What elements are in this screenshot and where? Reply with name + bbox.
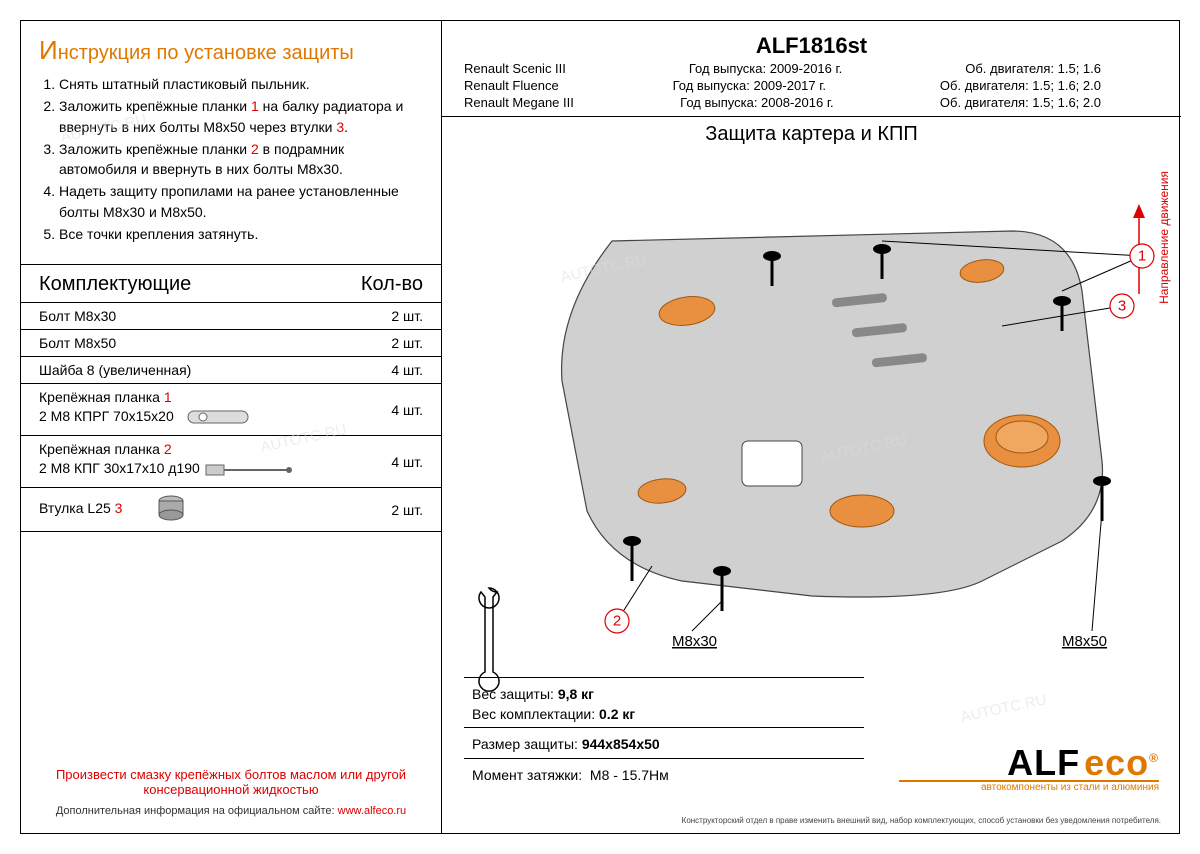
logo: ALFeco® автокомпоненты из стали и алюмин… xyxy=(899,742,1159,793)
component-row: Шайба 8 (увеличенная)4 шт. xyxy=(21,357,441,384)
component-row: Болт M8x502 шт. xyxy=(21,330,441,357)
qty-title: Кол-во xyxy=(361,273,423,296)
lubricate-note: Произвести смазку крепёжных болтов масло… xyxy=(21,767,441,797)
specs-block: Вес защиты: 9,8 кг Вес комплектации: 0.2… xyxy=(472,674,864,785)
model-row: Renault Megane IIIГод выпуска: 2008-2016… xyxy=(442,93,1181,110)
disclaimer: Конструкторский отдел в праве изменить в… xyxy=(682,816,1161,825)
components-header: Комплектующие Кол-во xyxy=(21,265,441,303)
instruction-step: Заложить крепёжные планки 2 в подрамник … xyxy=(59,139,423,180)
svg-text:3: 3 xyxy=(1118,298,1126,315)
instruction-step: Все точки крепления затянуть. xyxy=(59,224,423,244)
model-row: Renault Scenic IIIГод выпуска: 2009-2016… xyxy=(442,59,1181,76)
component-row: Крепёжная планка 12 M8 КПРГ 70x15x20 4 ш… xyxy=(21,384,441,436)
skid-plate-diagram: 1 3 2 M8x30 M8x50 xyxy=(462,181,1162,661)
svg-text:1: 1 xyxy=(1138,248,1146,265)
site-link[interactable]: www.alfeco.ru xyxy=(338,805,406,817)
components-table: Болт M8x302 шт.Болт M8x502 шт.Шайба 8 (у… xyxy=(21,303,441,532)
models-block: Renault Scenic IIIГод выпуска: 2009-2016… xyxy=(442,59,1181,116)
instruction-step: Заложить крепёжные планки 1 на балку рад… xyxy=(59,96,423,137)
component-row: Болт M8x302 шт. xyxy=(21,303,441,330)
left-panel: Инструкция по установке защиты Снять шта… xyxy=(21,21,441,833)
diagram-title: Защита картера и КПП xyxy=(442,117,1181,146)
instruction-step: Снять штатный пластиковый пыльник. xyxy=(59,74,423,94)
model-row: Renault FluenceГод выпуска: 2009-2017 г.… xyxy=(442,76,1181,93)
svg-text:2: 2 xyxy=(613,613,621,630)
component-drawing xyxy=(126,493,216,526)
plate-body xyxy=(562,231,1103,597)
sheet-border: Инструкция по установке защиты Снять шта… xyxy=(20,20,1180,834)
bolt-label-left: M8x30 xyxy=(672,633,717,650)
comp-title: Комплектующие xyxy=(39,273,191,296)
more-info: Дополнительная информация на официальном… xyxy=(21,805,441,817)
component-drawing xyxy=(178,405,268,430)
component-drawing xyxy=(204,457,294,482)
instructions-title: Инструкция по установке защиты xyxy=(21,21,441,74)
instruction-steps: Снять штатный пластиковый пыльник.Заложи… xyxy=(21,74,441,244)
right-panel: ALF1816st Renault Scenic IIIГод выпуска:… xyxy=(441,21,1181,833)
bolt-label-right: M8x50 xyxy=(1062,633,1107,650)
component-row: Крепёжная планка 22 M8 КПГ 30x17x10 д190… xyxy=(21,436,441,488)
component-row: Втулка L25 3 2 шт. xyxy=(21,488,441,532)
instruction-step: Надеть защиту пропилами на ранее установ… xyxy=(59,181,423,222)
product-code: ALF1816st xyxy=(442,21,1181,59)
